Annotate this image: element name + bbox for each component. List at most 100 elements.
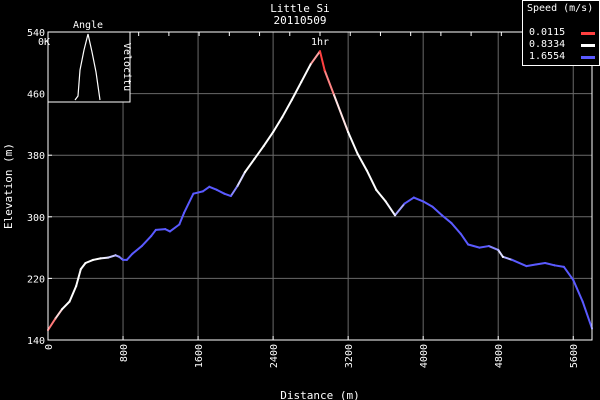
elevation-segment	[501, 255, 514, 261]
elevation-point	[150, 235, 153, 238]
y-tick-label: 140	[27, 336, 45, 347]
inset-velocity-line	[74, 33, 101, 101]
x-axis-label: Distance (m)	[280, 389, 359, 400]
elevation-segment	[309, 50, 321, 66]
plot-frame	[47, 31, 593, 341]
elevation-segment	[544, 262, 556, 267]
elevation-segment	[125, 252, 134, 261]
elevation-point	[192, 192, 195, 195]
elevation-point	[253, 158, 256, 161]
elevation-point	[243, 171, 246, 174]
y-tick-label: 300	[27, 213, 45, 224]
elevation-segment	[403, 196, 415, 205]
elevation-point	[323, 69, 326, 72]
elevation-segment	[384, 200, 397, 217]
legend: Speed (m/s) 0.0115 0.8334 1.6554	[522, 0, 600, 66]
elevation-point	[300, 81, 303, 84]
elevation-segment	[487, 245, 500, 251]
elevation-point	[290, 98, 293, 101]
time-marker-label: 1hr	[311, 37, 329, 48]
axis-ticks: 0 800 1600 2400 3200 4000 4800 5600 140 220 300 380…	[27, 28, 593, 368]
elevation-point	[125, 258, 128, 261]
elevation-point	[572, 278, 575, 281]
elevation-point	[478, 246, 481, 249]
elevation-segment	[154, 228, 167, 231]
elevation-segment	[178, 211, 185, 226]
elevation-segment	[323, 69, 336, 97]
elevation-point	[154, 228, 157, 231]
elevation-segment	[84, 258, 95, 264]
elevation-point	[450, 221, 453, 224]
grid	[48, 32, 592, 340]
elevation-segment	[534, 262, 547, 266]
elevation-segment	[208, 185, 218, 191]
elevation-point	[459, 232, 462, 235]
x-tick-label: 3200	[344, 344, 355, 368]
elevation-segment	[440, 214, 453, 224]
y-tick-label: 220	[27, 274, 45, 285]
legend-swatch	[581, 44, 595, 47]
legend-swatch	[581, 56, 595, 59]
x-tick-label: 2400	[269, 344, 280, 368]
elevation-point	[164, 228, 167, 231]
elevation-segment	[394, 202, 406, 217]
elevation-segment	[511, 258, 528, 268]
elevation-segment	[192, 190, 204, 195]
chart-title: Little Si	[270, 2, 330, 15]
elevation-segment	[140, 235, 153, 248]
elevation-segment	[272, 115, 284, 134]
elevation-segment	[243, 158, 256, 174]
elevation-point	[544, 262, 547, 264]
elevation-point	[581, 300, 584, 303]
elevation-point	[309, 63, 312, 66]
elevation-point	[333, 94, 336, 97]
elevation-point	[223, 192, 226, 195]
elevation-segment	[459, 232, 470, 246]
elevation-segment	[54, 308, 64, 320]
elevation-point	[394, 214, 397, 217]
elevation-series	[47, 50, 593, 331]
elevation-segment	[450, 221, 462, 235]
elevation-point	[347, 131, 350, 134]
legend-entry: 0.8334	[529, 39, 566, 50]
elevation-point	[114, 254, 117, 257]
elevation-point	[511, 258, 514, 261]
time-marker: 1hr	[311, 32, 329, 48]
elevation-segment	[572, 278, 584, 303]
elevation-segment	[497, 248, 504, 258]
elevation-segment	[365, 169, 378, 191]
inset-right-label: Velocitu	[121, 43, 132, 91]
elevation-segment	[281, 98, 293, 118]
elevation-point	[118, 255, 121, 258]
elevation-segment	[562, 265, 575, 281]
elevation-point	[356, 152, 359, 155]
elevation-point	[412, 196, 415, 199]
elevation-point	[384, 200, 387, 203]
x-tick-label: 800	[119, 344, 130, 362]
elevation-point	[534, 263, 537, 266]
elevation-point	[201, 190, 204, 193]
elevation-segment	[262, 131, 275, 147]
elevation-point	[168, 230, 171, 233]
elevation-point	[431, 205, 434, 208]
elevation-point	[75, 285, 78, 288]
inset-panel: Angle 0K Velocitu	[38, 20, 132, 103]
elevation-segment	[525, 263, 537, 268]
elevation-segment	[68, 285, 78, 303]
y-tick-label: 540	[27, 28, 45, 39]
elevation-segment	[431, 205, 443, 217]
elevation-point	[525, 265, 528, 268]
elevation-point	[497, 248, 500, 251]
elevation-segment	[99, 256, 110, 260]
elevation-segment	[229, 185, 239, 198]
inset-frame	[47, 31, 131, 103]
x-tick-label: 1600	[194, 344, 205, 368]
elevation-point	[272, 131, 275, 134]
elevation-segment	[79, 262, 87, 271]
legend-swatch	[581, 32, 595, 35]
elevation-segment	[375, 188, 387, 203]
elevation-point	[54, 317, 57, 320]
elevation-segment	[300, 63, 312, 84]
elevation-segment	[347, 131, 359, 155]
elevation-point	[215, 188, 218, 191]
